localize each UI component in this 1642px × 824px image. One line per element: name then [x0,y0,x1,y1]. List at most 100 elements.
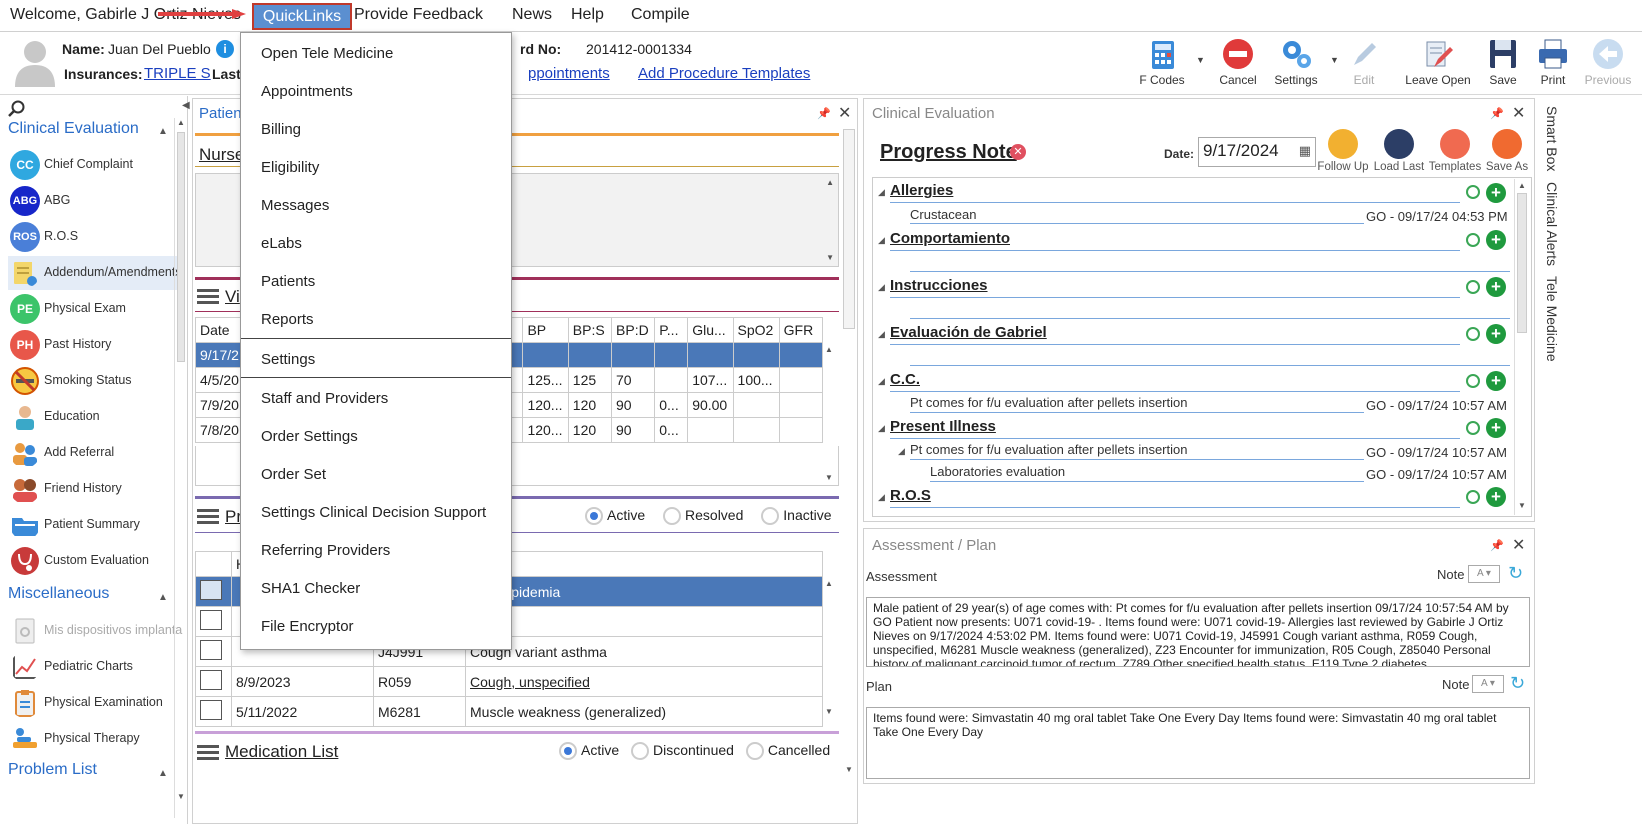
section-allergies[interactable]: Allergies [890,182,954,199]
edit-button[interactable]: Edit [1332,37,1396,93]
section-cc[interactable]: C.C. [890,371,920,388]
problems-scroll-down-icon[interactable]: ▼ [825,707,833,716]
scroll-thumb[interactable] [177,132,185,362]
tele-medicine-tab[interactable]: Tele Medicine [1544,276,1560,362]
clinical-close-icon[interactable]: ✕ [1512,105,1526,122]
menu-item-eligibility[interactable]: Eligibility [261,159,320,176]
problem-list-heading[interactable]: Problem List [8,761,97,778]
vitals-col-gfr[interactable]: GFR [778,317,824,343]
menu-item-appointments[interactable]: Appointments [261,83,353,100]
assessment-note-dropdown[interactable]: A ▾ [1468,565,1500,583]
med-active-radio[interactable] [559,742,577,761]
clinical-pin-icon[interactable]: 📌 [1490,108,1504,120]
collapse-sidebar-icon[interactable]: ◀ [182,100,190,111]
sidebar-scrollbar[interactable]: ▲ ▼ [174,118,186,818]
save-as-button[interactable]: Save As [1478,129,1536,173]
reminder-icon[interactable] [1466,280,1480,294]
menu-item-staff-and-providers[interactable]: Staff and Providers [261,390,389,407]
add-allergies-button[interactable]: + [1486,183,1506,203]
menu-item-order-settings[interactable]: Order Settings [261,428,358,445]
cancelled-radio[interactable] [745,742,764,761]
section-ros[interactable]: R.O.S [890,487,931,504]
section-comportamiento[interactable]: Comportamiento [890,230,1010,247]
note-scrollbar[interactable]: ▲ ▼ [1514,179,1528,515]
load-last-button[interactable]: Load Last [1370,129,1428,173]
clinical-alerts-tab[interactable]: Clinical Alerts [1544,182,1560,267]
sidebar-item-friend-history[interactable]: Friend History [8,472,178,506]
problem-collapse-icon[interactable]: ▲ [158,768,168,779]
add-instrucciones-button[interactable]: + [1486,277,1506,297]
settings-dropdown-icon[interactable]: ▼ [1330,55,1339,65]
sidebar-item-pediatric-charts[interactable]: Pediatric Charts [8,650,178,684]
assessment-close-icon[interactable]: ✕ [1512,537,1526,554]
subsection-collapse-icon[interactable]: ◢ [898,446,905,456]
reminder-icon[interactable] [1466,233,1480,247]
section-collapse-icon[interactable]: ◢ [878,187,885,197]
note-scroll-up-icon[interactable]: ▲ [1518,181,1526,190]
assessment-textarea[interactable]: Male patient of 29 year(s) of age comes … [866,597,1530,667]
table-row[interactable]: 5/11/2022 M6281 Muscle weakness (general… [195,696,823,727]
appointments-link[interactable]: ppointments [528,65,610,82]
menu-item-clinical-decision-support[interactable]: Settings Clinical Decision Support [261,504,487,521]
search-icon[interactable] [8,100,26,118]
add-procedure-templates-link[interactable]: Add Procedure Templates [638,65,811,82]
section-collapse-icon[interactable]: ◢ [878,423,885,433]
quicklinks-menu[interactable]: QuickLinks [252,3,352,30]
insurance-link[interactable]: TRIPLE S [144,65,211,82]
sidebar-item-physical-therapy[interactable]: Physical Therapy [8,722,178,756]
vitals-col-p[interactable]: P... [654,317,689,343]
problems-scroll-up-icon[interactable]: ▲ [825,579,833,588]
miscellaneous-heading[interactable]: Miscellaneous [8,585,110,602]
add-evaluacion-button[interactable]: + [1486,324,1506,344]
assessment-pin-icon[interactable]: 📌 [1490,540,1504,552]
vitals-menu-icon[interactable] [197,289,219,305]
add-present-illness-button[interactable]: + [1486,418,1506,438]
smart-box-tab[interactable]: Smart Box [1544,106,1560,172]
menu-item-file-encryptor[interactable]: File Encryptor [261,618,354,635]
menu-item-open-tele-medicine[interactable]: Open Tele Medicine [261,45,394,62]
scroll-down-icon[interactable]: ▼ [177,792,185,801]
row-checkbox[interactable] [200,580,222,600]
add-cc-button[interactable]: + [1486,371,1506,391]
date-field[interactable]: 9/17/2024 ▦ [1198,137,1316,167]
assessment-refresh-icon[interactable]: ↻ [1508,563,1524,583]
plan-textarea[interactable]: Items found were: Simvastatin 40 mg oral… [866,707,1530,779]
row-checkbox[interactable] [200,700,222,720]
sidebar-item-smoking-status[interactable]: Smoking Status [8,364,178,398]
menu-item-elabs[interactable]: eLabs [261,235,302,252]
sidebar-item-chief-complaint[interactable]: CC Chief Complaint [8,148,178,182]
vitals-col-glu[interactable]: Glu... [687,317,734,343]
plan-note-dropdown[interactable]: A ▾ [1472,675,1504,693]
row-checkbox[interactable] [200,640,222,660]
help-menu[interactable]: Help [571,6,604,23]
menu-item-sha1-checker[interactable]: SHA1 Checker [261,580,361,597]
center-tab-title[interactable]: Patien [199,105,242,122]
center-scrollbar[interactable] [843,129,855,329]
resolved-radio[interactable] [663,507,682,526]
plan-refresh-icon[interactable]: ↻ [1510,673,1526,693]
sidebar-item-custom-evaluation[interactable]: Custom Evaluation [8,544,178,578]
nurse-scroll-up-icon[interactable]: ▲ [826,178,834,187]
sidebar-item-abg[interactable]: ABG ABG [8,184,178,218]
sidebar-item-education[interactable]: Education [8,400,178,434]
medication-menu-icon[interactable] [197,745,219,761]
sidebar-item-addendum[interactable]: Addendum/Amendments [8,256,182,290]
previous-button[interactable]: Previous [1576,37,1640,93]
problems-menu-icon[interactable] [197,509,219,525]
leave-open-button[interactable]: Leave Open [1400,37,1476,93]
vitals-col-bps[interactable]: BP:S [567,317,613,343]
compile-menu[interactable]: Compile [631,6,690,23]
save-button[interactable]: Save [1471,37,1535,93]
cancel-button[interactable]: Cancel [1206,37,1270,93]
reminder-icon[interactable] [1466,421,1480,435]
section-present-illness[interactable]: Present Illness [890,418,996,435]
reminder-icon[interactable] [1466,327,1480,341]
menu-item-messages[interactable]: Messages [261,197,330,214]
sidebar-item-patient-summary[interactable]: Patient Summary [8,508,178,542]
calendar-icon[interactable]: ▦ [1298,143,1311,158]
settings-button[interactable]: Settings [1264,37,1328,93]
menu-item-referring-providers[interactable]: Referring Providers [261,542,391,559]
reminder-icon[interactable] [1466,374,1480,388]
news-menu[interactable]: News [512,6,553,23]
sidebar-item-physical-examination[interactable]: Physical Examination [8,686,178,720]
